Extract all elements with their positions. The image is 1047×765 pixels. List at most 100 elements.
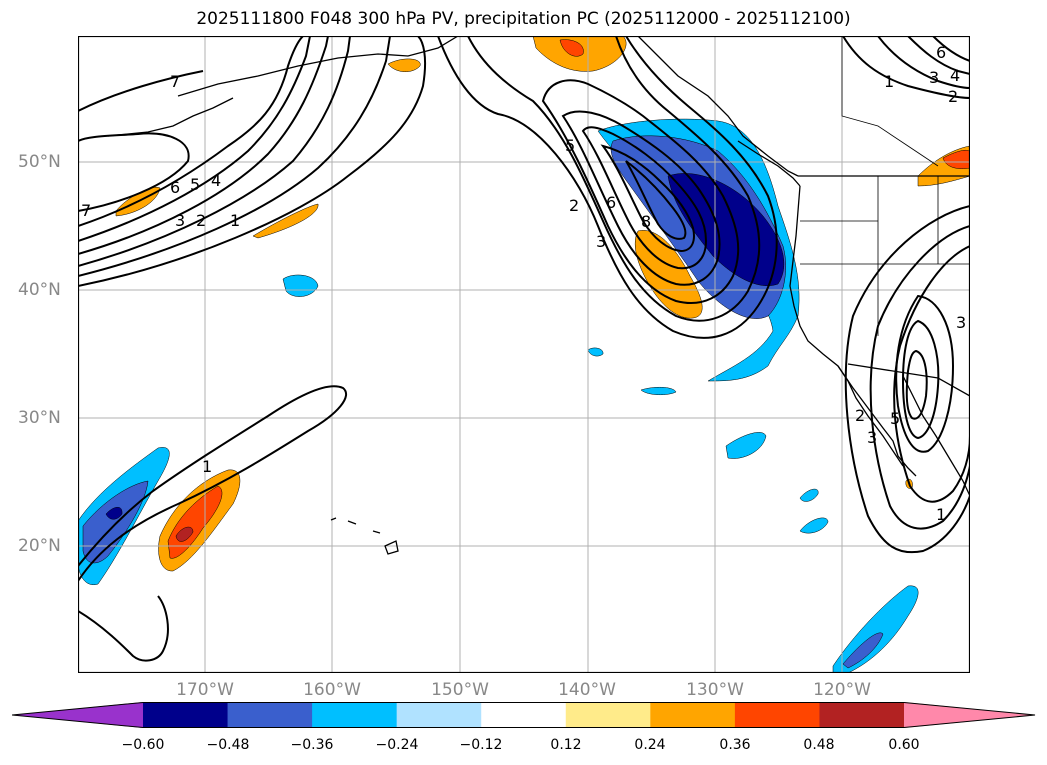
map-canvas: 7 6 5 4 3 2 1 7 1 5 2 6 8 3 1 3 4 2 6 3 …	[78, 36, 970, 673]
contour-label: 1	[202, 457, 212, 476]
contour-label: 6	[606, 193, 616, 212]
contour-label: 6	[170, 178, 180, 197]
colorbar-swatch	[227, 702, 313, 728]
contour-label: 2	[569, 196, 579, 215]
us-west-coast	[789, 185, 904, 467]
hawaii-islands	[330, 517, 399, 555]
negative-precip-southwest-navy	[105, 507, 123, 520]
contour-label: 2	[855, 406, 865, 425]
colorbar-swatch	[734, 702, 820, 728]
pv-contour-ne-1	[842, 36, 970, 99]
pv-contour-5	[78, 36, 311, 242]
contour-label: 5	[890, 409, 900, 428]
pv-contour-5-trough	[561, 110, 721, 286]
pv-contour-7-loop	[78, 132, 190, 212]
pv-contour-8-trough	[600, 144, 695, 253]
pv-contour-6	[78, 36, 304, 227]
colorbar-extend-high	[904, 702, 1036, 728]
colorbar-tick-label: 0.12	[550, 737, 582, 753]
pv-contour-4	[78, 36, 329, 255]
positive-precip-aleutian	[387, 58, 421, 72]
contour-label: 6	[936, 43, 946, 62]
positive-precip-canada-core	[942, 150, 970, 169]
pv-contours	[78, 36, 970, 662]
map-panel: 7 6 5 4 3 2 1 7 1 5 2 6 8 3 1 3 4 2 6 3 …	[78, 36, 970, 673]
colorbar-tick-label: −0.60	[121, 737, 165, 753]
longitude-label: 140°W	[558, 680, 616, 700]
negative-precip-patch-4	[725, 432, 767, 459]
colorbar-tick-label: −0.24	[375, 737, 419, 753]
pv-contour-1-subtropical	[78, 385, 348, 582]
negative-precip-southeast-core	[842, 632, 884, 669]
colorbar-swatch	[143, 702, 229, 728]
pv-contour-3	[78, 36, 351, 267]
pv-contour-6-core	[905, 349, 928, 420]
contour-label-group: 7 6 5 4 3 2 1 7 1 5 2 6 8 3 1 3 4 2 6 3 …	[81, 43, 966, 524]
positive-precip-small-2	[252, 203, 319, 239]
contour-label: 4	[211, 171, 221, 190]
contour-label: 7	[170, 72, 180, 91]
colorbar-tick-label: −0.12	[459, 737, 503, 753]
pv-contour-5-core	[901, 319, 940, 440]
pv-contour-1	[78, 36, 427, 287]
contour-label: 3	[956, 313, 966, 332]
colorbar-tick-label: 0.48	[803, 737, 835, 753]
pv-contour-1-ridge	[437, 36, 778, 339]
pv-contour-3-east	[893, 245, 970, 503]
pv-contour-2-ridge	[467, 36, 761, 322]
contour-label: 1	[884, 72, 894, 91]
baja-california	[837, 365, 917, 477]
pv-contour-2-east	[869, 225, 970, 530]
longitude-label: 160°W	[303, 680, 361, 700]
latitude-label: 40°N	[18, 280, 61, 300]
latitude-label: 50°N	[18, 152, 61, 172]
pv-contour-2	[78, 36, 391, 277]
contour-label: 8	[641, 212, 651, 231]
alaska-canada-border	[841, 36, 939, 167]
colorbar-extend-low	[12, 702, 143, 728]
colorbar-tick-label: 0.24	[634, 737, 666, 753]
pv-contour-ne-3	[907, 36, 970, 75]
colorbar-swatch	[396, 702, 482, 728]
positive-precip-alaska-core	[559, 39, 584, 57]
colorbar-swatch	[565, 702, 651, 728]
longitude-label: 150°W	[431, 680, 489, 700]
contour-label: 1	[230, 211, 240, 230]
colorbar-tick-label: −0.36	[290, 737, 334, 753]
figure-title: 2025111800 F048 300 hPa PV, precipitatio…	[196, 9, 851, 29]
colorbar-swatch	[312, 702, 398, 728]
colorbar-tick-label: 0.36	[719, 737, 751, 753]
colorbar-swatch	[650, 702, 736, 728]
contour-label: 5	[565, 136, 575, 155]
gridlines	[78, 36, 970, 673]
contour-label: 4	[950, 66, 960, 85]
negative-precip-patch-1	[282, 274, 319, 297]
pv-contour-1-east	[844, 205, 970, 554]
pv-contour-3-core	[895, 294, 955, 453]
contour-label: 3	[596, 232, 606, 251]
contour-label: 5	[190, 175, 200, 194]
negative-precip-patch-6	[799, 517, 829, 534]
longitude-label: 130°W	[686, 680, 744, 700]
pv-contour-ne-2	[877, 36, 970, 89]
coastlines	[107, 36, 970, 555]
pv-contour-7-trough	[625, 160, 687, 240]
mexico-mainland	[902, 375, 970, 497]
negative-precip-patch-5	[799, 488, 819, 502]
contour-label: 7	[81, 201, 91, 220]
negative-precip-patch-3	[640, 387, 677, 395]
colorbar	[12, 702, 1036, 728]
pv-contour-ne-4	[932, 36, 970, 62]
longitude-label: 170°W	[176, 680, 234, 700]
alaska-coast	[177, 36, 459, 97]
latitude-label: 20°N	[18, 536, 61, 556]
pv-contour-7-west	[78, 70, 204, 112]
contour-label: 3	[175, 211, 185, 230]
contour-label: 2	[948, 87, 958, 106]
colorbar-swatch	[481, 702, 567, 728]
pv-contour-1-subtropical-south	[78, 595, 169, 662]
alaska-panhandle	[637, 36, 799, 177]
longitude-label: 120°W	[813, 680, 871, 700]
pv-contour-3-trough	[541, 79, 740, 304]
pv-contour-6-trough	[581, 126, 708, 270]
